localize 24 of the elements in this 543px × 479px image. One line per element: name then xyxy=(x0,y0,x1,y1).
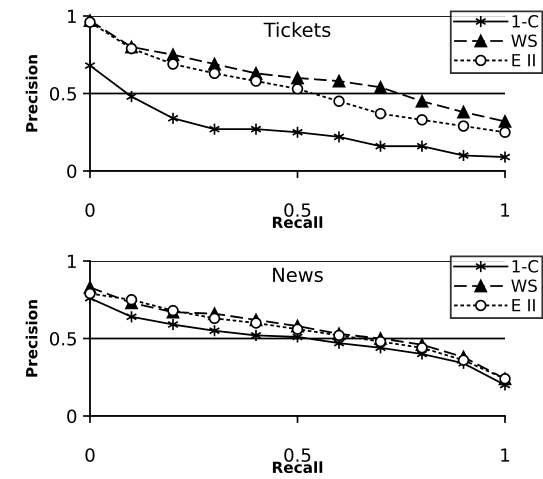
y-tick-label: 1 xyxy=(68,10,76,23)
x-axis-title: Recall xyxy=(272,216,322,228)
x-tick-label: 0.5 xyxy=(284,448,310,462)
chart-title: Tickets xyxy=(264,22,330,38)
x-tick-label: 0.5 xyxy=(284,203,310,217)
y-tick-label: 0 xyxy=(67,164,76,178)
x-tick-label: 1 xyxy=(501,448,510,462)
x-tick-label: 0 xyxy=(85,448,95,462)
y-tick-label: 1 xyxy=(68,254,76,268)
legend-label: WS xyxy=(511,34,537,48)
chart-title: News xyxy=(273,268,323,282)
legend-label: E II xyxy=(512,54,535,66)
x-tick-label: 1 xyxy=(501,204,510,217)
y-axis-title: Precision xyxy=(26,55,38,132)
y-tick-label: 0.5 xyxy=(50,332,76,346)
legend-label: 1-C xyxy=(512,14,538,28)
x-axis-title: Recall xyxy=(272,461,322,474)
y-tick-label: 0.5 xyxy=(50,86,76,101)
legend-label: 1-C xyxy=(512,260,538,273)
y-axis-title: Precision xyxy=(26,300,38,377)
legend-label: WS xyxy=(511,279,537,292)
x-tick-label: 0 xyxy=(85,203,95,217)
legend-label: E II xyxy=(512,299,535,312)
y-tick-label: 0 xyxy=(67,409,76,424)
